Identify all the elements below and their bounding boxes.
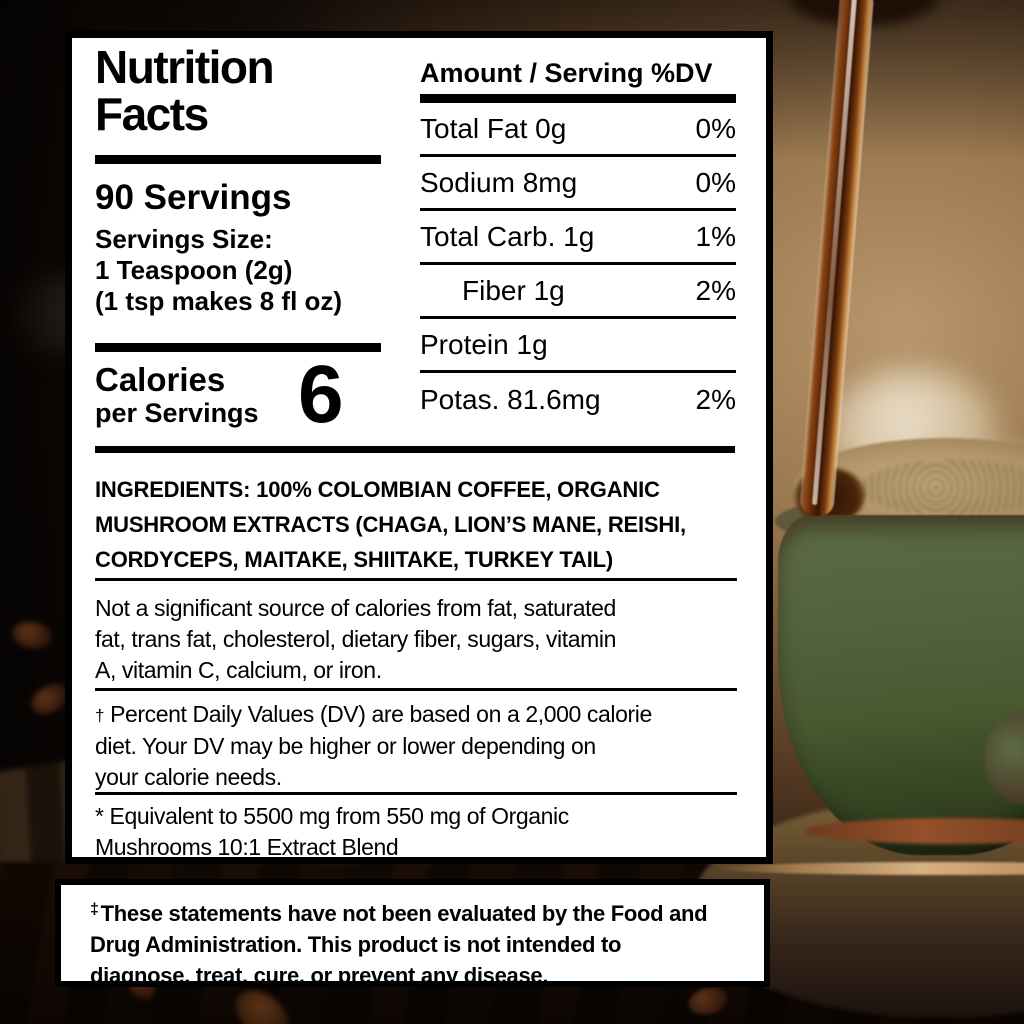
nutrient-name: Fiber 1g [462,274,565,306]
table-row: Potas. 81.6mg 2% [420,373,736,427]
title-line-2: Facts [95,88,209,140]
disclaimer-line: diagnose, treat, cure, or prevent any di… [90,963,549,988]
thick-rule [95,446,735,453]
thin-rule [95,578,737,581]
equivalent-note: * Equivalent to 5500 mg from 550 mg of O… [95,801,737,863]
dv-footnote-line: your calorie needs. [95,764,282,790]
cup-base-ring [805,818,1024,844]
not-significant-line: Not a significant source of calories fro… [95,595,616,621]
nutrient-table-header: Amount / Serving %DV [420,52,736,103]
nutrient-name: Total Fat 0g [420,112,567,144]
equivalent-line: * Equivalent to 5500 mg from 550 mg of O… [95,803,569,829]
calories-sublabel: per Servings [95,398,259,428]
thick-rule [95,343,381,352]
serving-size-note: (1 tsp makes 8 fl oz) [95,286,343,316]
ingredients-line: INGREDIENTS: 100% COLOMBIAN COFFEE, ORGA… [95,477,660,502]
servings-count: 90 Servings [95,178,292,217]
coffee-crema [793,438,1024,538]
nutrient-dv: 1% [695,220,736,252]
not-significant-line: A, vitamin C, calcium, or iron. [95,657,382,683]
nutrient-dv: 0% [695,166,736,198]
not-significant-text: Not a significant source of calories fro… [95,593,737,686]
daily-value-footnote: † Percent Daily Values (DV) are based on … [95,699,737,793]
ginger-root-blur [955,600,1024,790]
mushroom-blur-1 [828,368,998,498]
fda-disclaimer-box: ‡These statements have not been evaluate… [55,879,770,988]
table-row: Fiber 1g 2% [420,265,736,319]
nutrient-dv: 0% [695,112,736,144]
coffee-bean [10,618,54,652]
nutrient-name: Protein 1g [420,328,548,360]
nutrient-name: Potas. 81.6mg [420,384,601,415]
table-row: Total Carb. 1g 1% [420,211,736,265]
ingredients-text: INGREDIENTS: 100% COLOMBIAN COFFEE, ORGA… [95,472,737,577]
nutrient-dv: 2% [695,274,736,306]
mushroom-blur-3 [845,540,995,680]
mushroom-blur-4 [975,560,1024,690]
coffee-stream [799,0,875,518]
fda-disclaimer-text: ‡These statements have not been evaluate… [90,894,754,991]
thick-rule [95,155,381,164]
coffee-splash [795,468,865,523]
dv-footnote-line: † Percent Daily Values (DV) are based on … [95,701,652,727]
calories-value: 6 [298,349,344,440]
dv-footnote-line: diet. Your DV may be higher or lower dep… [95,733,596,759]
disclaimer-line: Drug Administration. This product is not… [90,932,622,957]
nutrient-name: Sodium 8mg [420,166,578,198]
ingredients-line: MUSHROOM EXTRACTS (CHAGA, LION’S MANE, R… [95,512,686,537]
cup-handle [985,712,1024,804]
coffee-stream-highlight [812,0,858,506]
nutrient-name: Total Carb. 1g [420,220,595,252]
table-row: Protein 1g [420,319,736,373]
nutrition-facts-label: Nutrition Facts 90 Servings Servings Siz… [65,31,773,864]
calories-block: Calories per Servings [95,361,259,429]
serving-size-block: Servings Size: 1 Teaspoon (2g) (1 tsp ma… [95,224,342,317]
coffee-cup [778,515,1024,855]
mushroom-blur-2 [910,455,1024,605]
not-significant-line: fat, trans fat, cholesterol, dietary fib… [95,626,616,652]
calories-label: Calories [95,361,226,398]
ingredients-line: CORDYCEPS, MAITAKE, SHIITAKE, TURKEY TAI… [95,547,613,572]
title-line-1: Nutrition [95,41,275,93]
coffee-crema-texture [860,460,1024,515]
nutrient-table: Amount / Serving %DV Total Fat 0g 0% Sod… [420,52,736,427]
disclaimer-line: ‡These statements have not been evaluate… [90,901,708,926]
thin-rule [95,688,737,691]
thin-rule [95,792,737,795]
nutrient-dv: 2% [695,384,736,415]
dagger-symbol: † [95,706,105,725]
nutrition-facts-title: Nutrition Facts [95,41,275,140]
serving-size-value: 1 Teaspoon (2g) [95,255,293,285]
table-row: Sodium 8mg 0% [420,157,736,211]
serving-size-label: Servings Size: [95,224,273,254]
kettle-spout-blur [788,0,938,26]
table-row: Total Fat 0g 0% [420,103,736,157]
equivalent-line: Mushrooms 10:1 Extract Blend [95,834,399,860]
double-dagger-symbol: ‡ [90,901,99,918]
cup-rim [775,492,1024,550]
